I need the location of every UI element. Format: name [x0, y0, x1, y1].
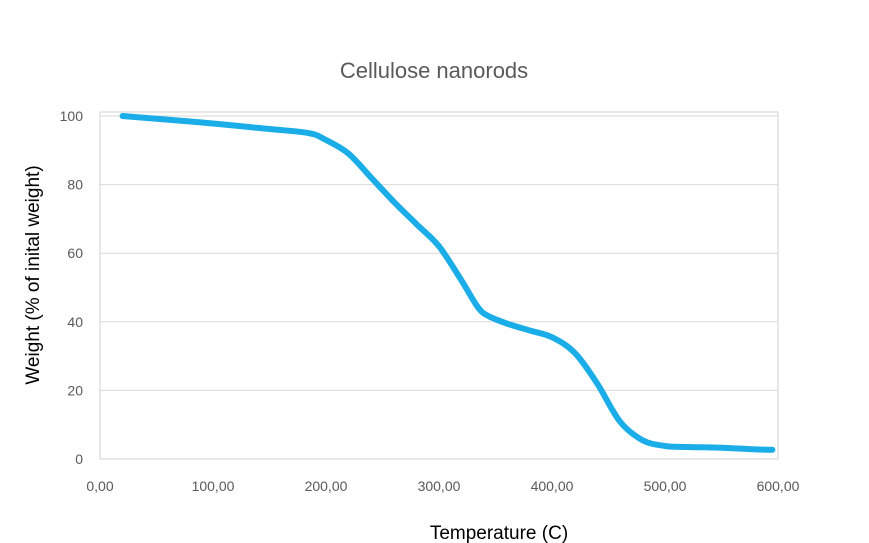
y-tick-label: 60 — [67, 245, 83, 261]
x-tick-label: 100,00 — [192, 478, 235, 494]
y-tick-label: 40 — [67, 314, 83, 330]
x-axis-ticks: 0,00 100,00 200,00 300,00 400,00 500,00 600,00 — [86, 478, 799, 494]
x-tick-label: 500,00 — [644, 478, 687, 494]
y-tick-label: 20 — [67, 382, 83, 398]
plot-area-frame — [99, 111, 779, 460]
y-axis-ticks: 0 20 40 60 80 100 — [60, 108, 84, 467]
chart-title: Cellulose nanorods — [340, 58, 528, 83]
x-tick-label: 200,00 — [305, 478, 348, 494]
x-tick-label: 600,00 — [757, 478, 800, 494]
y-axis-title: Weight (% of inital weight) — [23, 165, 44, 384]
grid — [100, 115, 778, 460]
x-tick-label: 400,00 — [531, 478, 574, 494]
y-tick-label: 100 — [60, 108, 84, 124]
x-tick-label: 300,00 — [418, 478, 461, 494]
y-tick-label: 0 — [75, 451, 83, 467]
x-tick-label: 0,00 — [86, 478, 113, 494]
x-axis-title: Temperature (C) — [430, 523, 568, 543]
series-line-weight — [119, 113, 776, 453]
y-tick-label: 80 — [67, 177, 83, 193]
